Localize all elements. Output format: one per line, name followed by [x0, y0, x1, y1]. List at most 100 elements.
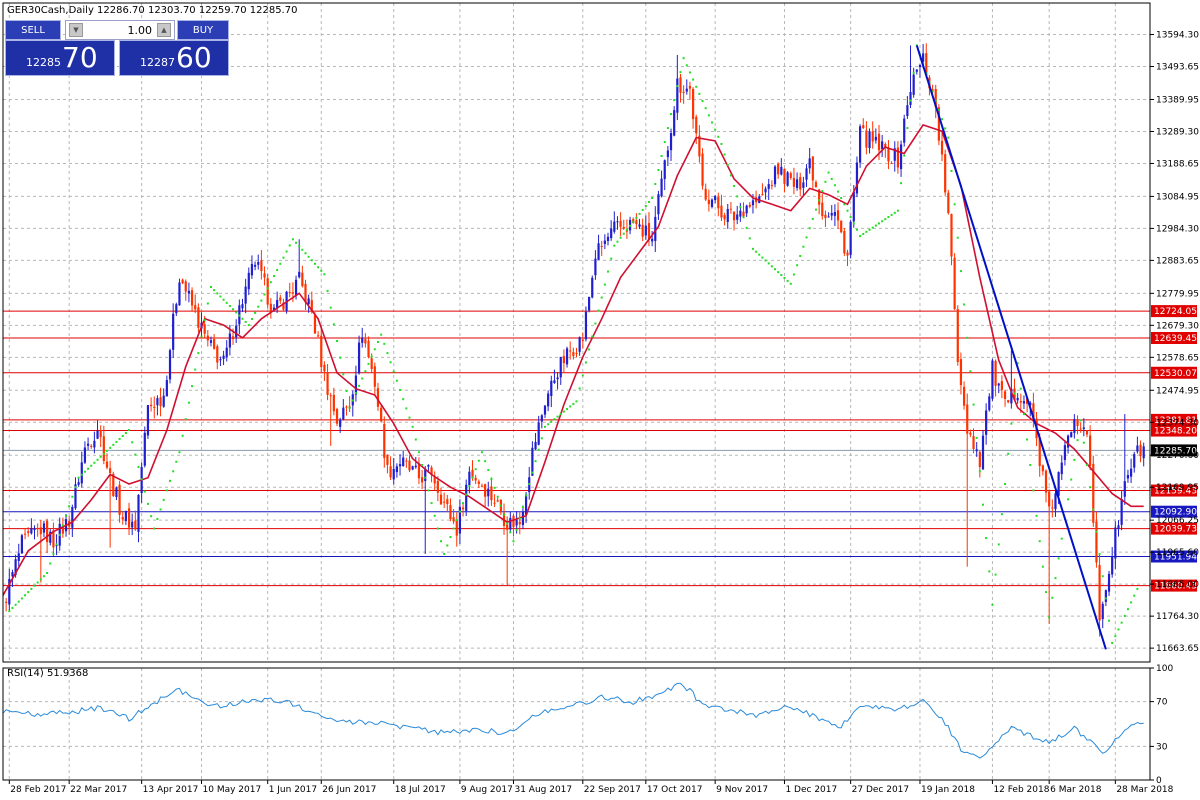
price-levels: 12724.05 12639.45 12530.07 12381.8112348.20… [3, 305, 1197, 592]
candle-body [1085, 430, 1089, 435]
candle-body [780, 166, 783, 175]
parabolic-sar-dot [805, 236, 808, 239]
parabolic-sar-dot [487, 469, 490, 472]
candle-body [86, 443, 90, 446]
parabolic-sar-dot [985, 537, 988, 540]
buy-button[interactable]: BUY [177, 20, 229, 40]
parabolic-sar-dot [903, 154, 906, 157]
candle-body [443, 501, 446, 503]
candle-body [786, 172, 789, 186]
parabolic-sar-dot [543, 425, 546, 428]
candle-body [789, 173, 792, 178]
candle-body [332, 394, 335, 412]
parabolic-sar-dot [629, 224, 632, 227]
parabolic-sar-dot [670, 113, 673, 116]
candle-body [531, 447, 534, 476]
parabolic-sar-dot [591, 335, 594, 338]
time-tick-label: 10 May 2017 [203, 785, 262, 795]
candle-body [452, 517, 455, 522]
parabolic-sar-dot [260, 299, 263, 302]
parabolic-sar-dot [512, 540, 515, 543]
parabolic-sar-dot [480, 451, 483, 454]
parabolic-sar-dot [868, 228, 871, 231]
candle-body [739, 210, 742, 217]
candle-body [266, 278, 269, 305]
parabolic-sar-dot [755, 250, 758, 253]
candle-body [524, 494, 528, 515]
candle-body [679, 77, 682, 93]
parabolic-sar-dot [1117, 628, 1120, 631]
candle-body [666, 150, 669, 158]
parabolic-sar-dot [1073, 458, 1076, 461]
time-tick-label: 27 Dec 2017 [852, 785, 910, 795]
time-tick-label: 9 Aug 2017 [461, 785, 513, 795]
parabolic-sar-dot [833, 184, 836, 187]
candle-body [14, 559, 17, 576]
parabolic-sar-dot [446, 544, 449, 547]
candle-body [118, 484, 121, 515]
parabolic-sar-dot [99, 455, 102, 458]
candle-body [543, 405, 547, 415]
parabolic-sar-dot [887, 216, 890, 219]
parabolic-sar-dot [364, 370, 367, 373]
candle-body [1051, 507, 1054, 509]
rsi-tick-label: 30 [1156, 742, 1168, 752]
time-tick-label: 1 Jun 2017 [269, 785, 317, 795]
parabolic-sar-dot [1092, 508, 1095, 511]
candle-body [925, 53, 928, 76]
parabolic-sar-dot [471, 476, 474, 479]
candle-body [345, 406, 348, 408]
candle-body [777, 163, 780, 175]
candle-body [931, 89, 934, 91]
lot-increase-arrow-icon[interactable]: ▲ [157, 23, 171, 37]
candle-body [430, 467, 433, 475]
parabolic-sar-dot [162, 498, 165, 501]
sell-button[interactable]: SELL [5, 20, 61, 40]
candle-body [417, 463, 421, 479]
candle-body [11, 572, 14, 577]
lot-size-field[interactable]: ▼ 1.00 ▲ [65, 20, 175, 40]
candle-body [729, 208, 733, 210]
buy-price-button[interactable]: 12287 60 [119, 40, 229, 76]
candle-body [357, 342, 361, 374]
candle-body [565, 348, 569, 365]
parabolic-sar-dot [739, 205, 742, 208]
candle-body [153, 406, 156, 408]
candle-body [937, 107, 940, 141]
candle-body [818, 189, 821, 205]
sell-price-button[interactable]: 12285 70 [5, 40, 115, 76]
candle-body [209, 340, 213, 343]
candle-body [584, 311, 588, 340]
parabolic-sar-dot [266, 287, 269, 290]
parabolic-sar-dot [783, 276, 786, 279]
parabolic-sar-dot [1101, 575, 1104, 578]
parabolic-sar-dot [723, 153, 726, 156]
parabolic-sar-dot [865, 230, 868, 233]
parabolic-sar-dot [433, 514, 436, 517]
parabolic-sar-dot [128, 428, 131, 431]
candle-body [691, 89, 695, 120]
parabolic-sar-dot [758, 253, 761, 256]
parabolic-sar-dot [767, 262, 770, 265]
candle-body [600, 245, 603, 247]
candle-body [836, 210, 840, 221]
candle-body [480, 485, 484, 487]
parabolic-sar-dot [770, 265, 773, 268]
candle-body [203, 324, 206, 334]
rsi-tick-label: 70 [1156, 698, 1168, 708]
buy-price-large: 60 [176, 41, 212, 74]
parabolic-sar-dot [720, 142, 723, 145]
parabolic-sar-dot [209, 285, 212, 288]
candle-body [610, 228, 613, 239]
lot-decrease-arrow-icon[interactable]: ▼ [69, 23, 83, 37]
candle-body [39, 527, 42, 535]
candle-body [386, 454, 389, 465]
candle-body [638, 224, 641, 227]
parabolic-sar-dot [818, 199, 821, 202]
price-tick-label: 11865.00 [1156, 580, 1199, 590]
parabolic-sar-dot [575, 400, 578, 403]
parabolic-sar-dot [140, 478, 143, 481]
price-level-tag [1151, 522, 1197, 535]
parabolic-sar-dot [821, 190, 824, 193]
price-tick-label: 13594.30 [1156, 31, 1199, 41]
